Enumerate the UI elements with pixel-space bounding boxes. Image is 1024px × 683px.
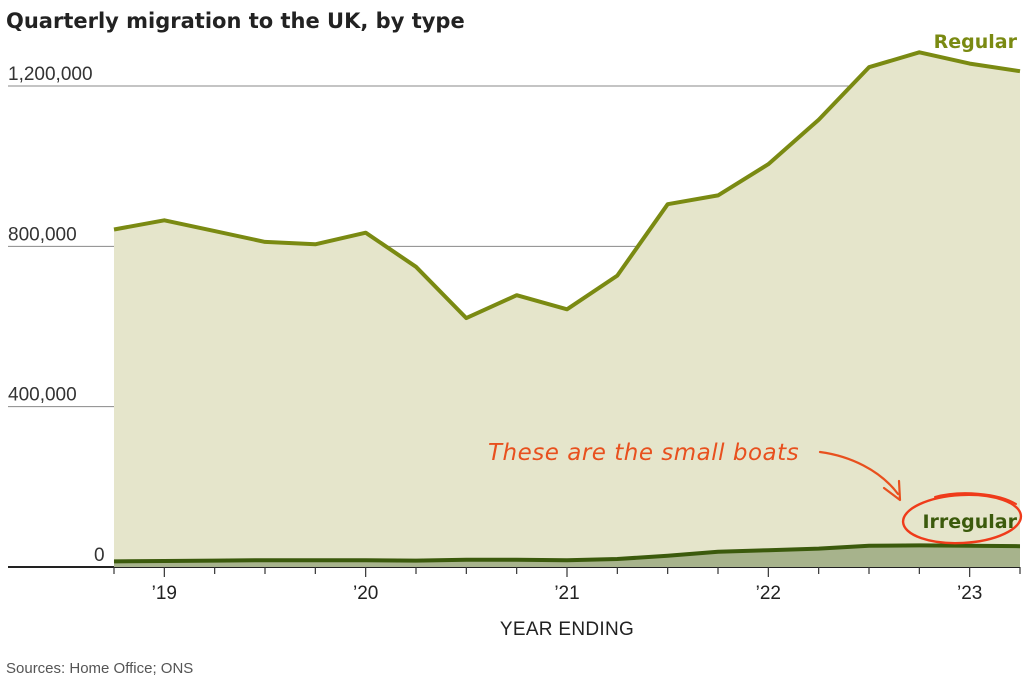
annotation-arrowhead — [882, 479, 902, 502]
source-note: Sources: Home Office; ONS — [6, 660, 193, 677]
x-tick-label: ’22 — [756, 583, 781, 604]
annotation-arrow — [818, 450, 900, 496]
annotation-circle — [901, 493, 1023, 545]
series-lines — [113, 50, 1021, 564]
y-tick-labels: 0 400,000 800,000 1,200,000 — [8, 64, 105, 566]
x-tick-label: ’19 — [152, 583, 177, 604]
annotation-circle-overstroke — [934, 492, 1017, 505]
y-tick-label: 800,000 — [8, 224, 77, 245]
chart-title: Quarterly migration to the UK, by type — [6, 9, 465, 33]
y-tick-label: 1,200,000 — [8, 64, 93, 85]
x-tick-label: ’23 — [957, 583, 982, 604]
y-tick-label: 400,000 — [8, 385, 77, 406]
x-tick-label: ’20 — [353, 583, 378, 604]
legend-irregular-label: Irregular — [922, 511, 1017, 533]
x-axis-label: YEAR ENDING — [500, 619, 634, 640]
y-tick-label: 0 — [94, 545, 105, 566]
annotation-text: These are the small boats — [488, 440, 799, 466]
x-tick-label: ’21 — [554, 583, 579, 604]
x-ticks: ’19 ’20 ’21 ’22 ’23 — [113, 567, 1021, 604]
legend-regular-label: Regular — [934, 31, 1018, 53]
